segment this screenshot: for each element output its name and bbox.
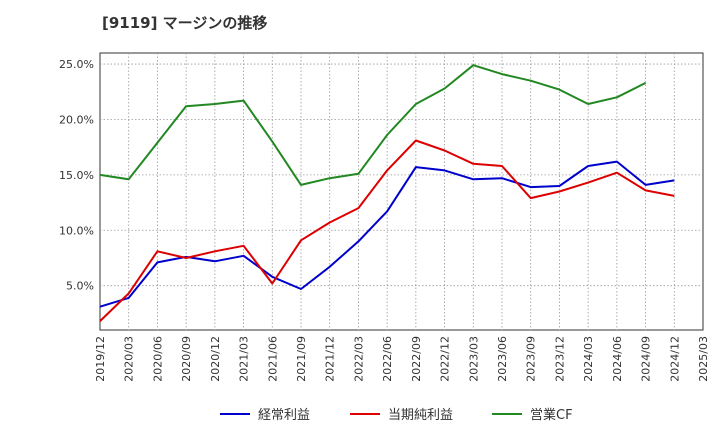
x-tick-label: 2022/06 [381, 336, 394, 382]
x-tick-label: 2023/06 [496, 336, 509, 382]
legend-label-keijo: 経常利益 [258, 408, 311, 423]
x-tick-label: 2020/12 [209, 336, 222, 382]
x-tick-label: 2022/03 [352, 336, 365, 382]
x-tick-label: 2024/09 [640, 336, 653, 382]
y-tick-label: 15.0% [59, 169, 94, 182]
x-tick-label: 2021/09 [295, 336, 308, 382]
series-line-1 [99, 139, 675, 322]
x-tick-label: 2023/09 [525, 336, 538, 382]
series-line-2 [99, 64, 647, 186]
y-tick-label: 5.0% [66, 280, 94, 293]
x-tick-label: 2025/03 [697, 336, 710, 382]
plot-area [99, 52, 704, 331]
legend-label-eigyo-cf: 営業CF [530, 408, 573, 423]
chart-title: [9119] マージンの推移 [102, 14, 268, 32]
line-chart: 5.0%10.0%15.0%20.0%25.0% 2019/12 2020/03 2… [59, 52, 710, 382]
x-tick-label: 2023/03 [467, 336, 480, 382]
legend-swatch-junrieki [350, 412, 380, 415]
x-tick-label: 2020/06 [151, 336, 164, 382]
x-tick-label: 2024/03 [582, 336, 595, 382]
legend-item-keijo: 経常利益 [220, 404, 310, 423]
series-lines [99, 64, 675, 322]
grid-lines [100, 53, 703, 330]
x-tick-label: 2024/06 [611, 336, 624, 382]
x-tick-label: 2021/03 [238, 336, 251, 382]
y-tick-label: 25.0% [59, 58, 94, 71]
legend-label-junrieki: 当期純利益 [388, 408, 454, 423]
y-axis-tick-labels: 5.0% 10.0% 15.0% 20.0% 25.0% [59, 58, 94, 293]
x-tick-label: 2020/09 [180, 336, 193, 382]
legend-item-eigyo-cf: 営業CF [492, 404, 573, 423]
legend: 経常利益 当期純利益 営業CF [0, 404, 720, 428]
legend-swatch-eigyo-cf [492, 412, 522, 415]
x-tick-label: 2024/12 [668, 336, 681, 382]
x-tick-label: 2022/12 [439, 336, 452, 382]
x-tick-label: 2023/12 [553, 336, 566, 382]
series-line-0 [99, 160, 675, 308]
legend-swatch-keijo [220, 412, 250, 415]
legend-item-junrieki: 当期純利益 [350, 404, 453, 423]
x-axis-tick-labels: 2019/12 2020/03 2020/06 2020/09 2020/12 2021/… [94, 336, 710, 382]
y-tick-label: 10.0% [59, 224, 94, 237]
x-tick-label: 2020/03 [123, 336, 136, 382]
x-tick-label: 2021/06 [266, 336, 279, 382]
x-tick-label: 2022/09 [410, 336, 423, 382]
x-tick-label: 2021/12 [324, 336, 337, 382]
x-tick-label: 2019/12 [94, 336, 107, 382]
y-tick-label: 20.0% [59, 113, 94, 126]
